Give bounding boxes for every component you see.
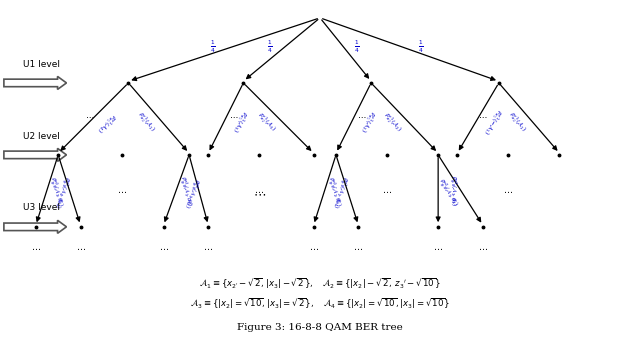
Text: $\frac{1}{4}$: $\frac{1}{4}$ (418, 39, 424, 55)
Text: $\cdots$: $\cdots$ (76, 243, 86, 252)
Text: $P_{a_2}^{e1}(\mathcal{A}_2)$: $P_{a_2}^{e1}(\mathcal{A}_2)$ (380, 110, 404, 135)
Text: $\cdots$: $\cdots$ (254, 186, 264, 195)
Text: $P_{a_1}^{e1}(\mathcal{A}_2)$: $P_{a_1}^{e1}(\mathcal{A}_2)$ (357, 108, 378, 134)
Text: $P_{a_1}^{e1}(\mathcal{A}_4)$: $P_{a_1}^{e1}(\mathcal{A}_4)$ (93, 110, 118, 135)
Text: $\cdots$: $\cdots$ (204, 243, 213, 252)
Text: $P_{a_2}^{e1}(\mathcal{A}_1)$: $P_{a_2}^{e1}(\mathcal{A}_1)$ (134, 109, 157, 135)
Text: $\mathcal{A}_1 \equiv \{ x_{2'} - \sqrt{2}, |x_3| - \sqrt{2}\}, \quad \mathcal{A: $\mathcal{A}_1 \equiv \{ x_{2'} - \sqrt{… (199, 276, 441, 291)
Text: $\cdots$: $\cdots$ (382, 186, 392, 195)
Text: $P_{a_1}^{e1}(-\mathcal{A}_1)$: $P_{a_1}^{e1}(-\mathcal{A}_1)$ (479, 106, 504, 136)
Text: $\cdots$: $\cdots$ (31, 243, 41, 252)
Text: $P_{a_2}^{e1}(\mathcal{A}_1)$: $P_{a_2}^{e1}(\mathcal{A}_1)$ (504, 109, 528, 135)
Text: $P_{g,8}^{e2}(\mathcal{A}_1, d_1)$: $P_{g,8}^{e2}(\mathcal{A}_1, d_1)$ (323, 175, 344, 209)
Text: $\cdots$: $\cdots$ (433, 243, 443, 252)
FancyArrow shape (4, 76, 67, 89)
Text: $P_{g,8}^{e2}(\mathcal{A}_3, d_3)$: $P_{g,8}^{e2}(\mathcal{A}_3, d_3)$ (179, 175, 201, 209)
Text: U1 level: U1 level (23, 60, 60, 68)
Text: $\cdots$: $\cdots$ (308, 243, 319, 252)
Text: $\cdots$: $\cdots$ (478, 243, 488, 252)
FancyArrow shape (4, 220, 67, 233)
Text: $\cdots$: $\cdots$ (357, 111, 366, 120)
Text: $\frac{1}{4}$: $\frac{1}{4}$ (210, 39, 216, 55)
Text: $P_{g,8}^{e2}(\mathcal{A}_1, d_1)$: $P_{g,8}^{e2}(\mathcal{A}_1, d_1)$ (434, 177, 461, 209)
Text: $P_{g,8}^{e2}(\mathcal{A}_3, d_3)$: $P_{g,8}^{e2}(\mathcal{A}_3, d_3)$ (446, 175, 458, 206)
Text: $P_{g,8}^{e2}(\mathcal{A}_3, d_3)$: $P_{g,8}^{e2}(\mathcal{A}_3, d_3)$ (45, 175, 66, 209)
Text: $\cdots$: $\cdots$ (85, 111, 95, 120)
Text: $\cdots$: $\cdots$ (117, 186, 127, 195)
Text: Figure 3: 16-8-8 QAM BER tree: Figure 3: 16-8-8 QAM BER tree (237, 323, 403, 332)
Text: $\cdots$: $\cdots$ (353, 243, 364, 252)
FancyArrow shape (4, 148, 67, 161)
Text: $\cdots$: $\cdots$ (229, 111, 239, 120)
Text: $\frac{1}{4}$: $\frac{1}{4}$ (354, 39, 360, 55)
Text: $\mathcal{A}_3 \equiv \{|x_2| = \sqrt{10}, |x_3| = \sqrt{2}\}, \quad \mathcal{A}: $\mathcal{A}_3 \equiv \{|x_2| = \sqrt{10… (190, 297, 450, 311)
Text: $\cdots$: $\cdots$ (159, 243, 168, 252)
Text: $P_{a_2}^{e1}(\mathcal{A}_3)$: $P_{a_2}^{e1}(\mathcal{A}_3)$ (254, 110, 278, 135)
Text: U3 level: U3 level (23, 203, 60, 213)
Text: $\frac{1}{4}$: $\frac{1}{4}$ (268, 39, 273, 55)
Text: $\cdots$: $\cdots$ (253, 188, 266, 201)
Text: $P_{g,8}^{e2}(\mathcal{A}_4, d_{e4})$: $P_{g,8}^{e2}(\mathcal{A}_4, d_{e4})$ (50, 174, 72, 210)
Text: $\cdots$: $\cdots$ (478, 111, 488, 120)
Text: U2 level: U2 level (23, 131, 60, 141)
Text: $\cdots$: $\cdots$ (504, 186, 513, 195)
Text: $P_{g,8}^{e2}(\mathcal{A}_1, d_{e4})$: $P_{g,8}^{e2}(\mathcal{A}_1, d_{e4})$ (328, 174, 349, 210)
Text: $P_{g,8}^{e2}(\mathcal{A}_1, d_1)$: $P_{g,8}^{e2}(\mathcal{A}_1, d_1)$ (175, 175, 195, 208)
Text: $P_{a_1}^{e1}(\mathcal{A}_3)$: $P_{a_1}^{e1}(\mathcal{A}_3)$ (229, 108, 250, 134)
